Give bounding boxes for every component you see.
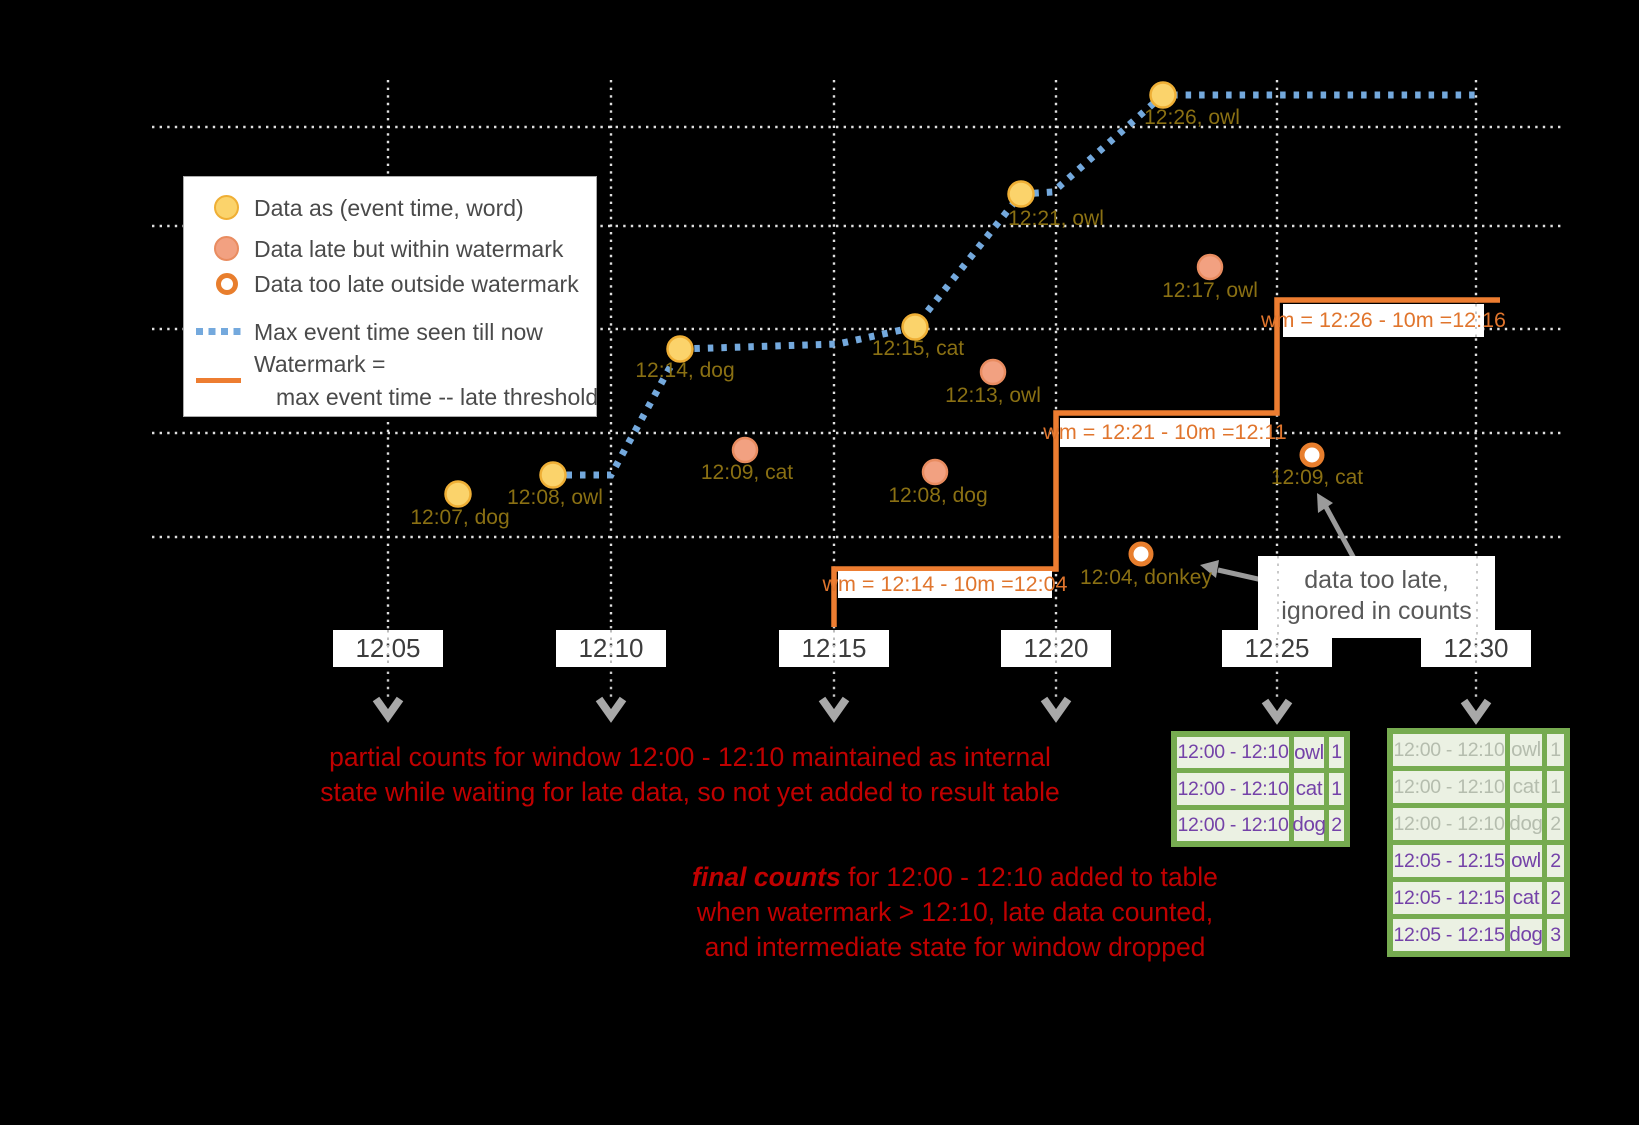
- table-cell-window: 12:00 - 12:10: [1393, 771, 1505, 803]
- time-tick-12-05: 12:05: [333, 630, 443, 667]
- table-cell-word: cat: [1294, 773, 1324, 805]
- point-label: 12:04, donkey: [1080, 566, 1212, 589]
- legend-watermark-icon: [196, 378, 241, 383]
- legend-watermark-label2: max event time -- late threshold: [276, 384, 599, 410]
- point-12-07-dog: [444, 480, 472, 508]
- table-cell-window: 12:00 - 12:10: [1177, 737, 1289, 769]
- point-12-15-cat: [901, 313, 929, 341]
- legend-too-late-icon: [216, 273, 238, 295]
- table-cell-count: 1: [1329, 737, 1344, 769]
- on-time-points: [444, 81, 1177, 508]
- legend-late-within-icon: [214, 236, 239, 261]
- table-cell-count: 2: [1547, 808, 1564, 840]
- watermark-value-3: wm = 12:26 - 10m =12:16: [1261, 304, 1506, 337]
- partial-counts-note: partial counts for window 12:00 - 12:10 …: [290, 740, 1090, 810]
- table-cell-word: dog: [1509, 919, 1543, 951]
- table-cell-word: owl: [1294, 737, 1324, 769]
- legend-late-within-label: Data late but within watermark: [254, 236, 564, 262]
- point-12-26-owl: [1149, 81, 1177, 109]
- point-label: 12:08, dog: [888, 484, 988, 507]
- point-12-14-dog: [666, 335, 694, 363]
- watermark-value-2: wm = 12:21 - 10m =12:11: [1043, 418, 1287, 447]
- point-label: 12:17, owl: [1162, 279, 1258, 302]
- point-12-21-owl: [1007, 180, 1035, 208]
- too-late-line2: ignored in counts: [1281, 597, 1472, 625]
- too-late-callout: data too late, ignored in counts: [1258, 556, 1495, 638]
- table-cell-count: 2: [1547, 845, 1564, 877]
- table-cell-word: dog: [1509, 808, 1543, 840]
- point-label: 12:07, dog: [410, 506, 510, 529]
- table-cell-window: 12:05 - 12:15: [1393, 845, 1505, 877]
- point-label: 12:09, cat: [700, 461, 794, 484]
- legend-on-time-label: Data as (event time, word): [254, 195, 524, 221]
- time-tick-12-15: 12:15: [779, 630, 889, 667]
- final-counts-line1-rest: for 12:00 - 12:10 added to table: [840, 862, 1218, 892]
- time-tick-12-10: 12:10: [556, 630, 666, 667]
- point-label: 12:13, owl: [945, 384, 1041, 407]
- point-12-08-dog-late: [921, 458, 949, 486]
- table-cell-count: 2: [1547, 882, 1564, 914]
- gridline-overlay: [1277, 556, 1280, 638]
- final-counts-line1: final counts for 12:00 - 12:10 added to …: [615, 860, 1295, 895]
- table-cell-count: 1: [1329, 773, 1344, 805]
- legend-on-time-icon: [214, 195, 239, 220]
- point-label: 12:14, dog: [635, 359, 735, 382]
- partial-counts-line1: partial counts for window 12:00 - 12:10 …: [329, 742, 1051, 772]
- legend-watermark-label: Watermark =: [254, 351, 386, 377]
- final-counts-line2: when watermark > 12:10, late data counte…: [696, 897, 1214, 927]
- point-label: 12:15, cat: [871, 337, 965, 360]
- trigger-arrowheads: [372, 696, 1492, 725]
- table-cell-word: cat: [1510, 882, 1542, 914]
- point-label: 12:21, owl: [1008, 207, 1104, 230]
- watermark-value-1: wm = 12:14 - 10m =12:04: [822, 571, 1068, 598]
- gridline-overlay: [1474, 304, 1478, 337]
- time-tick-12-20: 12:20: [1001, 630, 1111, 667]
- point-12-09-cat-late: [731, 436, 759, 464]
- table-cell-window: 12:00 - 12:10: [1393, 734, 1505, 766]
- table-cell-count: 1: [1547, 771, 1564, 803]
- point-12-13-owl-late: [979, 358, 1007, 386]
- point-12-09-cat-toolate: [1299, 442, 1325, 468]
- table-cell-count: 2: [1329, 809, 1344, 842]
- point-label: 12:09, cat: [1270, 466, 1364, 489]
- point-label: 12:08, owl: [507, 486, 603, 509]
- table-cell-window: 12:05 - 12:15: [1393, 919, 1505, 951]
- watermark-line: [831, 297, 1500, 627]
- legend: Data as (event time, word) Data late but…: [183, 176, 599, 417]
- gridline-overlay: [1476, 556, 1479, 638]
- table-cell-word: dog: [1292, 809, 1326, 842]
- legend-max-event-time-label: Max event time seen till now: [254, 319, 543, 345]
- point-12-04-donkey-toolate: [1128, 541, 1154, 567]
- final-counts-line3: and intermediate state for window droppe…: [704, 932, 1206, 962]
- final-counts-emphasis: final counts: [692, 862, 841, 892]
- table-cell-window: 12:00 - 12:10: [1393, 808, 1505, 840]
- point-label: 12:26, owl: [1144, 106, 1240, 129]
- partial-counts-line2: state while waiting for late data, so no…: [320, 777, 1060, 807]
- too-late-points: [1128, 442, 1325, 567]
- table-cell-window: 12:00 - 12:10: [1177, 809, 1289, 842]
- table-cell-word: owl: [1510, 734, 1542, 766]
- table-cell-word: owl: [1510, 845, 1542, 877]
- max-event-time-line: [553, 91, 1478, 479]
- table-cell-word: cat: [1510, 771, 1542, 803]
- point-12-08-owl: [539, 461, 567, 489]
- legend-max-event-time-icon: [196, 328, 241, 335]
- point-12-17-owl-late: [1196, 253, 1224, 281]
- table-cell-window: 12:00 - 12:10: [1177, 773, 1289, 805]
- legend-too-late-label: Data too late outside watermark: [254, 271, 579, 297]
- result-table-12-30: 12:00 - 12:10 owl 1 12:00 - 12:10 cat 1 …: [1387, 728, 1570, 957]
- table-cell-count: 1: [1547, 734, 1564, 766]
- late-within-points: [731, 253, 1224, 486]
- too-late-line1: data too late,: [1304, 566, 1449, 594]
- result-table-12-25: 12:00 - 12:10 owl 1 12:00 - 12:10 cat 1 …: [1171, 731, 1350, 847]
- final-counts-note: final counts for 12:00 - 12:10 added to …: [615, 860, 1295, 965]
- table-cell-window: 12:05 - 12:15: [1393, 882, 1505, 914]
- table-cell-count: 3: [1547, 919, 1564, 951]
